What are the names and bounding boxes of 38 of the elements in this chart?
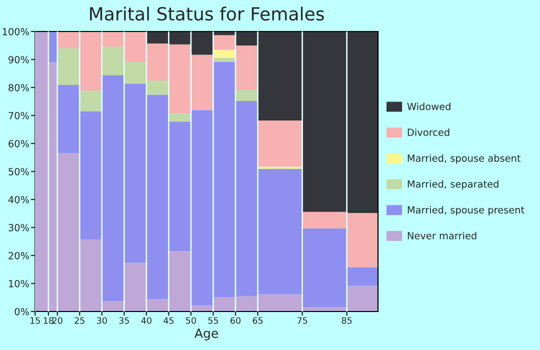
y-tick-label: 10%	[9, 280, 30, 288]
x-tick-label: 45	[164, 317, 174, 324]
x-tick-label: 65	[252, 317, 263, 324]
legend-label: Widowed	[407, 102, 450, 110]
bar	[168, 113, 191, 122]
bar	[57, 48, 80, 85]
bar	[235, 89, 258, 101]
y-tick-label: 0%	[14, 308, 30, 316]
legend-label: Divorced	[408, 128, 450, 136]
x-tick-label: 75	[297, 317, 308, 324]
y-tick-label: 30%	[8, 224, 30, 232]
x-tick-label: 55	[208, 317, 218, 324]
x-tick-label: 85	[342, 317, 352, 324]
legend-label: Married, spouse absent	[408, 154, 521, 164]
x-tick-label: 25	[74, 317, 84, 324]
y-tick-label: 70%	[8, 112, 30, 120]
y-tick-label: 100%	[2, 28, 30, 36]
x-tick-label: 18	[44, 317, 54, 324]
legend-label: Married, spouse present	[408, 206, 524, 216]
y-tick-label: 60%	[8, 140, 30, 148]
x-tick-label: 40	[141, 317, 152, 324]
bar	[213, 58, 236, 62]
y-tick-label: 40%	[8, 196, 30, 204]
y-tick-label: 80%	[8, 84, 30, 92]
x-tick-label: 30	[97, 317, 107, 324]
y-tick-label: 20%	[8, 252, 30, 260]
x-tick-label: 60	[230, 317, 240, 324]
x-tick-label: 50	[186, 317, 196, 324]
legend-label: Married, separated	[408, 180, 498, 190]
x-axis-title: Age	[194, 328, 218, 340]
y-tick-label: 90%	[8, 56, 30, 64]
x-tick-label: 35	[119, 317, 129, 324]
legend-label: Never married	[408, 232, 476, 240]
x-tick-label: 20	[52, 317, 62, 324]
bar	[80, 90, 102, 112]
chart-title: Marital Status for Females	[90, 6, 324, 21]
y-tick-label: 50%	[8, 168, 30, 176]
x-tick-label: 15	[30, 317, 40, 324]
